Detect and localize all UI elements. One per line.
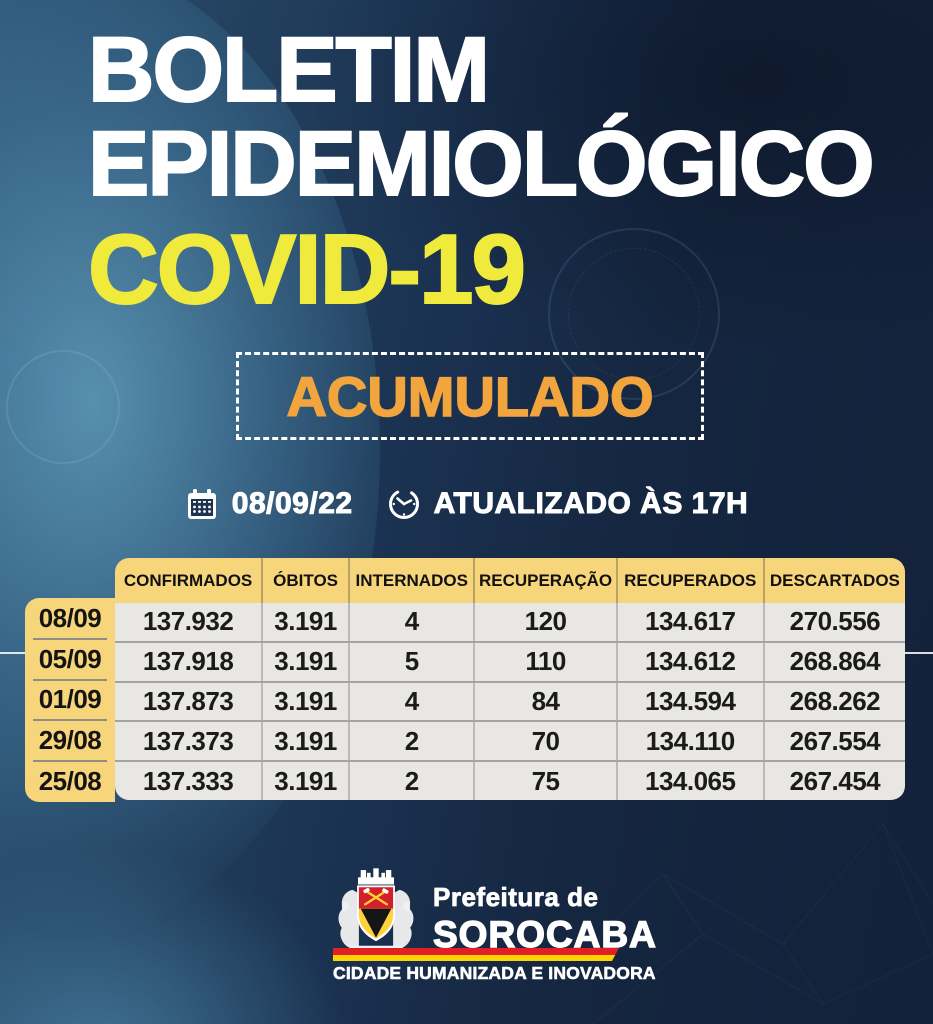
table-body: 137.932 3.191 4 120 134.617 270.556 137.918 3.1…	[115, 603, 905, 800]
row-date: 08/09	[38, 602, 102, 633]
table-date-column: 08/09 05/09 01/09 29/08 25/08	[25, 598, 115, 802]
virus-outline-icon	[6, 350, 120, 464]
clock-icon	[388, 489, 419, 519]
column-header: INTERNADOS	[350, 558, 476, 603]
table-cell: 270.556	[789, 606, 881, 637]
table-cell: 268.262	[789, 685, 881, 716]
table-cell: 137.932	[115, 603, 264, 641]
table-cell: 5	[350, 642, 476, 681]
table-cell: 134.065	[618, 762, 765, 800]
table-cell: 4	[350, 603, 476, 641]
calendar-icon	[187, 489, 216, 519]
city-motto: CIDADE HUMANIZADA E INOVADORA	[333, 963, 656, 984]
flag-bar	[333, 948, 619, 961]
table-cell: 137.373	[115, 722, 264, 761]
row-date: 01/09	[25, 678, 115, 721]
column-header: CONFIRMADOS	[115, 558, 264, 603]
table-cell: 3.191	[263, 642, 351, 681]
row-date: 05/09	[25, 637, 115, 680]
table-cell: 2	[350, 762, 476, 800]
table-cell: 137.333	[115, 762, 264, 800]
table-cell: 137.918	[115, 642, 264, 681]
table-cell: 267.454	[789, 765, 881, 796]
row-date: 29/08	[25, 719, 115, 761]
title-line-2: EPIDEMIOLÓGICO	[87, 112, 876, 215]
table-cell: 84	[475, 682, 618, 721]
column-header: ÓBITOS	[263, 558, 351, 603]
table-cell: 4	[350, 682, 476, 721]
table-row: 137.373 3.191 2 70 134.110 267.554	[115, 720, 905, 761]
table-cell: 268.864	[789, 646, 881, 677]
table-cell: 3.191	[263, 603, 351, 641]
table-cell: 70	[475, 722, 618, 761]
table-row: 137.873 3.191 4 84 134.594 268.262	[115, 680, 905, 721]
acumulado-label: ACUMULADO	[286, 364, 655, 429]
table-cell: 137.873	[115, 682, 264, 721]
table-cell: 110	[475, 642, 618, 681]
table-row: 137.918 3.191 5 110 134.612 268.864	[115, 640, 905, 681]
row-date: 25/08	[25, 760, 115, 802]
column-header: DESCARTADOS	[769, 570, 900, 590]
org-name: Prefeitura de SOROCABA	[432, 882, 657, 956]
background-mesh	[553, 822, 933, 1024]
org-line-prefeitura: Prefeitura de	[433, 882, 599, 913]
table-cell: 120	[475, 603, 618, 641]
column-header: RECUPERADOS	[618, 558, 765, 603]
footer: Prefeitura de SOROCABA CIDADE HUMANIZADA…	[0, 860, 933, 1000]
table-cell: 134.612	[618, 642, 765, 681]
table-cell: 134.617	[618, 603, 765, 641]
table-cell: 2	[350, 722, 476, 761]
table-cell: 75	[475, 762, 618, 800]
virus-outline-icon	[548, 228, 720, 400]
column-header: RECUPERAÇÃO	[475, 558, 618, 603]
updated-at-label: ATUALIZADO ÀS 17H	[433, 487, 749, 521]
acumulado-badge: ACUMULADO	[236, 352, 704, 440]
update-info-row: 08/09/22 ATUALIZADO ÀS 17H	[0, 482, 933, 526]
covid-data-table: 08/09 05/09 01/09 29/08 25/08 CONFIRMADOS ÓBI…	[25, 558, 905, 808]
table-cell: 3.191	[263, 762, 351, 800]
title-line-1: BOLETIM	[87, 19, 491, 121]
table-cell: 267.554	[789, 725, 881, 756]
table-header: CONFIRMADOS ÓBITOS INTERNADOS RECUPERAÇÃO RE…	[115, 558, 905, 603]
table-cell: 3.191	[263, 722, 351, 761]
table-cell: 3.191	[263, 682, 351, 721]
bulletin-date: 08/09/22	[231, 487, 353, 521]
table-cell: 134.110	[618, 722, 765, 761]
table-cell: 134.594	[618, 682, 765, 721]
table-row: 137.333 3.191 2 75 134.065 267.454	[115, 760, 905, 800]
page-title: BOLETIM EPIDEMIOLÓGICO COVID-19	[87, 19, 876, 324]
table-row: 137.932 3.191 4 120 134.617 270.556	[115, 603, 905, 641]
title-covid19: COVID-19	[87, 213, 527, 324]
